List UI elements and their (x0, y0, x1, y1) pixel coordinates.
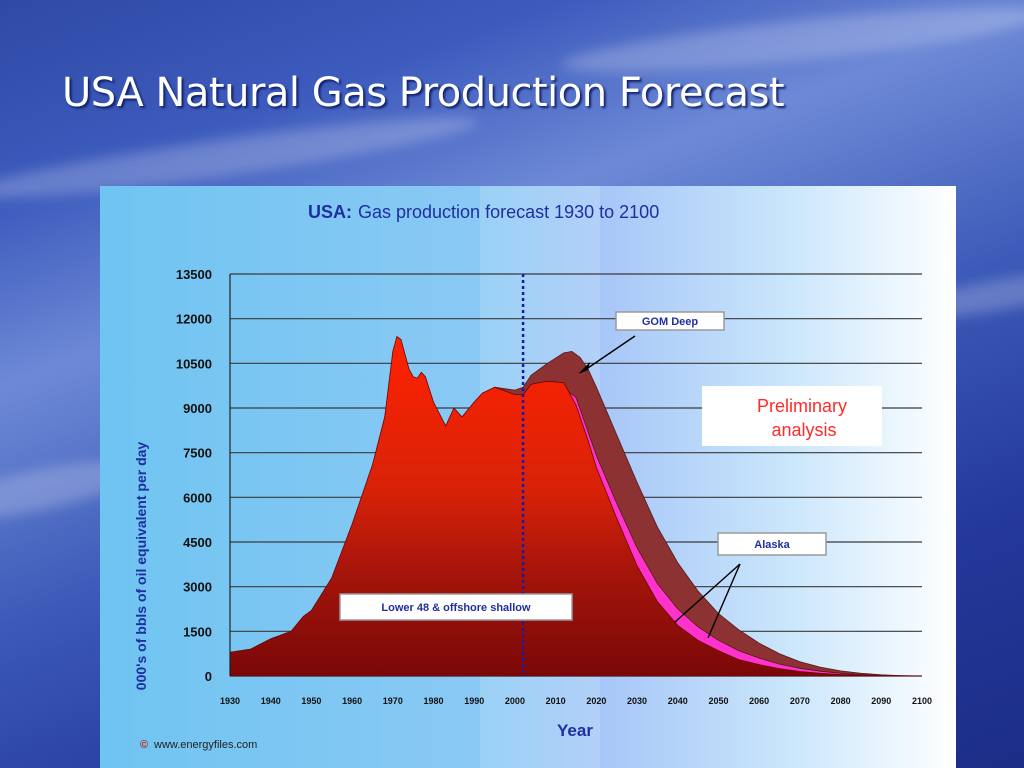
alaska-pointer-2 (707, 563, 741, 639)
chart-title: USA: Gas production forecast 1930 to 2100 (308, 202, 659, 222)
y-tick-label-6: 9000 (183, 401, 212, 416)
lower48-label: Lower 48 & offshore shallow (381, 602, 531, 614)
slide-title: USA Natural Gas Production Forecast (62, 70, 785, 116)
chart-panel: USA: Gas production forecast 1930 to 2100… (100, 186, 956, 768)
x-tick-label-2: 1950 (301, 696, 321, 706)
alaska-pointer-1 (674, 563, 741, 623)
y-tick-label-2: 3000 (183, 580, 212, 595)
x-tick-label-7: 2000 (505, 696, 525, 706)
y-tick-label-3: 4500 (183, 535, 212, 550)
y-axis-title: 000's of bbls of oil equivalent per day (133, 442, 149, 691)
x-tick-label-17: 2100 (912, 696, 932, 706)
x-tick-label-10: 2030 (627, 696, 647, 706)
x-tick-label-11: 2040 (668, 696, 688, 706)
preliminary-label-line1: Preliminary (757, 396, 847, 416)
area-layer (229, 335, 923, 677)
x-tick-label-3: 1960 (342, 696, 362, 706)
y-tick-label-9: 13500 (176, 267, 212, 282)
lower-48-offshore-shallow-area (229, 335, 923, 677)
copyright-icon: © (140, 739, 148, 751)
x-tick-label-9: 2020 (586, 696, 606, 706)
x-tick-label-12: 2050 (708, 696, 728, 706)
x-tick-label-1: 1940 (261, 696, 281, 706)
x-tick-label-16: 2090 (871, 696, 891, 706)
axis-layer: 0 1500 3000 4500 6000 7500 9000 10500 12000 13500… (176, 267, 932, 706)
x-tick-label-4: 1970 (383, 696, 403, 706)
gom-deep-label-box (615, 311, 725, 331)
x-tick-label-13: 2060 (749, 696, 769, 706)
y-tick-label-8: 12000 (176, 312, 212, 327)
x-tick-label-0: 1930 (220, 696, 240, 706)
source-label: www.energyfiles.com (153, 739, 257, 751)
x-tick-label-8: 2010 (546, 696, 566, 706)
gas-production-chart: USA: Gas production forecast 1930 to 2100… (133, 186, 932, 768)
x-tick-label-6: 1990 (464, 696, 484, 706)
preliminary-label-line2: analysis (771, 420, 836, 440)
y-tick-label-4: 6000 (183, 490, 212, 505)
chart-title-text: Gas production forecast 1930 to 2100 (358, 202, 659, 222)
x-tick-label-14: 2070 (790, 696, 810, 706)
gom-deep-label: GOM Deep (642, 316, 699, 328)
x-tick-label-5: 1980 (424, 696, 444, 706)
gom-deep-pointer (581, 335, 636, 373)
y-tick-label-5: 7500 (183, 446, 212, 461)
y-tick-label-7: 10500 (176, 356, 212, 371)
gom-deep-arrowhead (578, 362, 590, 374)
y-tick-label-0: 0 (205, 669, 212, 684)
alaska-label-box (717, 532, 827, 556)
lower48-label-box (339, 593, 573, 621)
chart-title-bold: USA: (308, 202, 352, 222)
y-tick-label-1: 1500 (183, 624, 212, 639)
preliminary-box (702, 386, 882, 446)
x-tick-label-15: 2080 (831, 696, 851, 706)
alaska-label: Alaska (754, 539, 790, 551)
x-axis-title: Year (557, 721, 593, 740)
